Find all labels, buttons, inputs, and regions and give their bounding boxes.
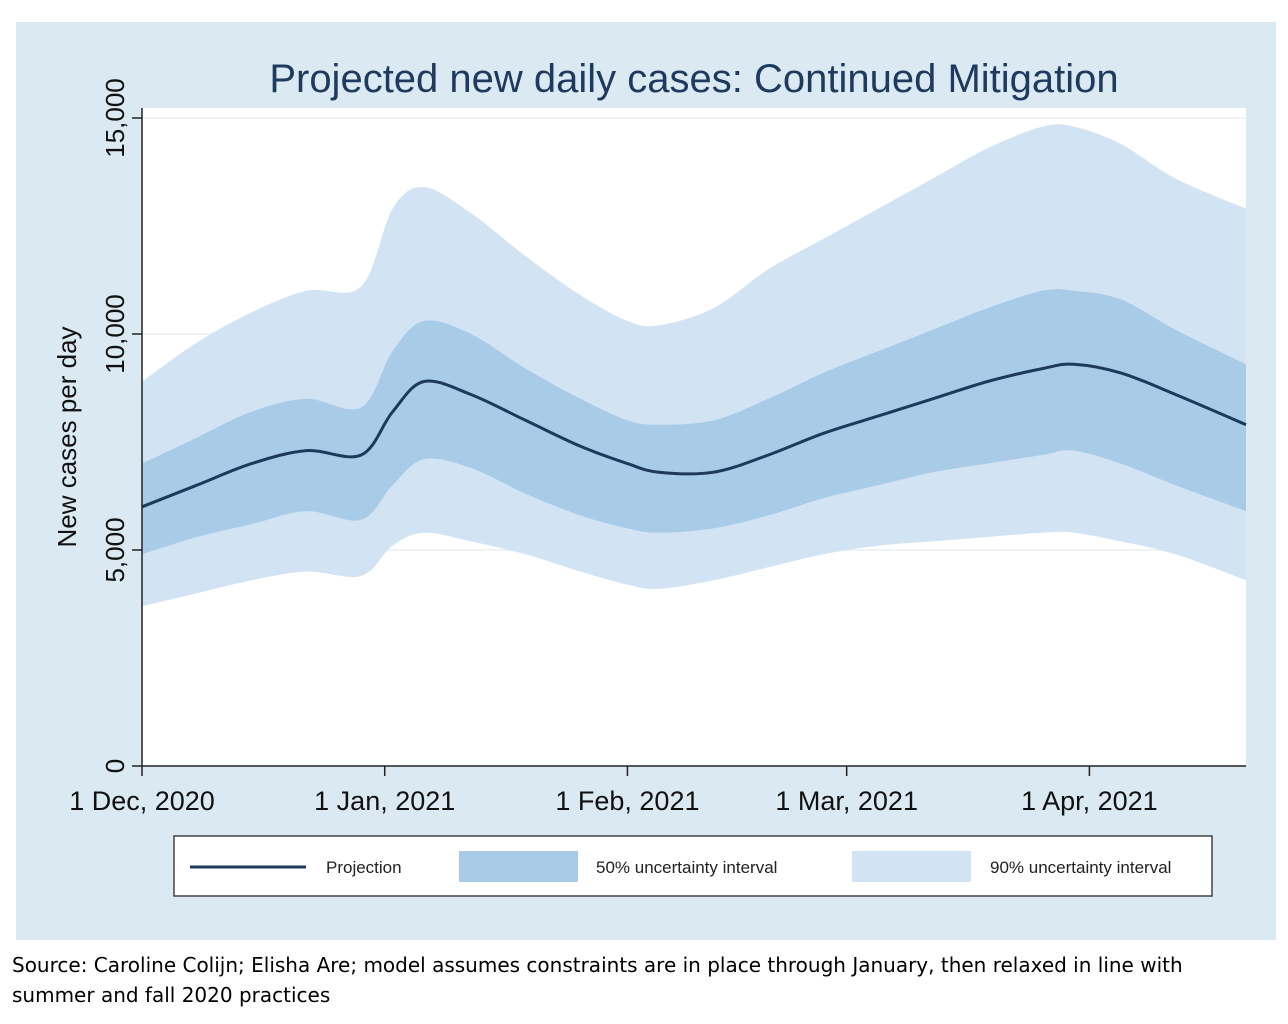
legend-50-swatch xyxy=(459,851,578,882)
y-axis-label: New cases per day xyxy=(52,326,82,547)
band-90-area xyxy=(142,124,1246,607)
y-ticks: 0 5,000 10,000 15,000 xyxy=(100,78,142,773)
legend-projection-label: Projection xyxy=(326,858,402,877)
legend-box xyxy=(173,835,1213,897)
legend-90-label: 90% uncertainty interval xyxy=(990,858,1171,877)
y-tick-label-3: 15,000 xyxy=(100,78,130,158)
x-tick-label-2: 1 Feb, 2021 xyxy=(555,786,699,816)
x-tick-label-0: 1 Dec, 2020 xyxy=(69,786,215,816)
axes xyxy=(141,108,1246,767)
legend-90-swatch xyxy=(852,851,971,882)
y-tick-label-1: 5,000 xyxy=(100,517,130,582)
band-50-layer xyxy=(142,289,1246,555)
x-ticks: 1 Dec, 2020 1 Jan, 2021 1 Feb, 2021 1 Mar, … xyxy=(69,766,1158,816)
y-tick-label-2: 10,000 xyxy=(100,294,130,374)
chart-figure: 0 5,000 10,000 15,000 1 Dec, 2020 1 Jan, 202… xyxy=(16,22,1276,940)
x-tick-label-3: 1 Mar, 2021 xyxy=(775,786,918,816)
chart-svg: 0 5,000 10,000 15,000 1 Dec, 2020 1 Jan, 202… xyxy=(52,57,1247,897)
chart-title: Projected new daily cases: Continued Mit… xyxy=(269,57,1118,101)
projection-line-layer xyxy=(141,362,1247,509)
y-tick-label-0: 0 xyxy=(100,759,130,773)
legend-50-label: 50% uncertainty interval xyxy=(596,858,777,877)
band-90-layer xyxy=(142,124,1246,607)
projection-line xyxy=(141,362,1247,509)
source-note: Source: Caroline Colijn; Elisha Are; mod… xyxy=(12,953,1183,1007)
legend: Projection 50% uncertainty interval 90% … xyxy=(173,835,1213,897)
x-tick-label-1: 1 Jan, 2021 xyxy=(314,786,455,816)
band-50-area xyxy=(142,289,1246,555)
x-tick-label-4: 1 Apr, 2021 xyxy=(1021,786,1158,816)
